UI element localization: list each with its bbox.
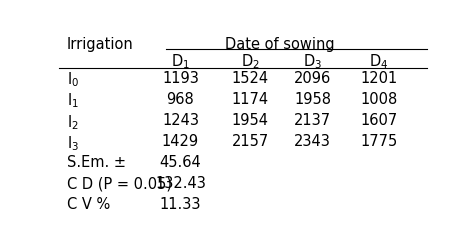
Text: 11.33: 11.33: [160, 196, 201, 211]
Text: 1243: 1243: [162, 112, 199, 127]
Text: I$_2$: I$_2$: [66, 112, 79, 131]
Text: S.Em. ±: S.Em. ±: [66, 154, 126, 169]
Text: 1524: 1524: [232, 70, 269, 85]
Text: I$_3$: I$_3$: [66, 133, 79, 152]
Text: D$_1$: D$_1$: [171, 52, 190, 70]
Text: 1954: 1954: [232, 112, 269, 127]
Text: 1775: 1775: [360, 133, 398, 148]
Text: Date of sowing: Date of sowing: [225, 37, 335, 52]
Text: 45.64: 45.64: [160, 154, 201, 169]
Text: 1174: 1174: [232, 91, 269, 106]
Text: C V %: C V %: [66, 196, 110, 211]
Text: D$_2$: D$_2$: [241, 52, 260, 70]
Text: Irrigation: Irrigation: [66, 37, 133, 52]
Text: I$_1$: I$_1$: [66, 91, 79, 110]
Text: 2157: 2157: [232, 133, 269, 148]
Text: D$_3$: D$_3$: [303, 52, 322, 70]
Text: 2096: 2096: [294, 70, 331, 85]
Text: 1008: 1008: [360, 91, 398, 106]
Text: 2343: 2343: [294, 133, 331, 148]
Text: D$_4$: D$_4$: [369, 52, 389, 70]
Text: 1193: 1193: [162, 70, 199, 85]
Text: 2137: 2137: [294, 112, 331, 127]
Text: 968: 968: [166, 91, 194, 106]
Text: 132.43: 132.43: [155, 175, 206, 190]
Text: 1429: 1429: [162, 133, 199, 148]
Text: 1607: 1607: [360, 112, 398, 127]
Text: 1201: 1201: [360, 70, 398, 85]
Text: 1958: 1958: [294, 91, 331, 106]
Text: C D (P = 0.05): C D (P = 0.05): [66, 175, 172, 190]
Text: I$_0$: I$_0$: [66, 70, 79, 89]
